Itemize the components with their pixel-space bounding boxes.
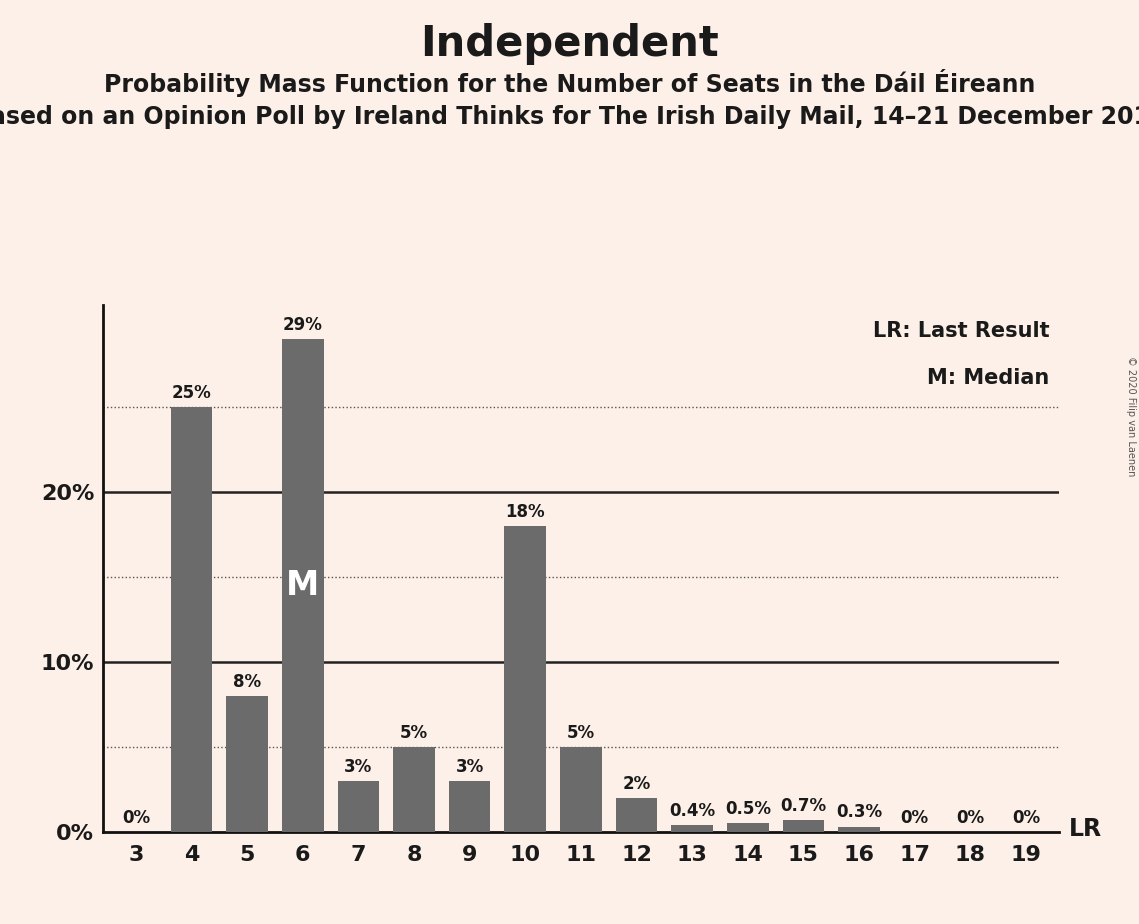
Text: 5%: 5% [400, 723, 428, 742]
Text: 18%: 18% [506, 503, 546, 521]
Bar [393, 747, 435, 832]
Text: 5%: 5% [567, 723, 595, 742]
Bar [782, 820, 825, 832]
Text: 0%: 0% [122, 808, 150, 826]
Bar [449, 781, 491, 832]
Text: M: Median: M: Median [927, 368, 1050, 388]
Text: 25%: 25% [172, 383, 212, 402]
Bar [227, 696, 268, 832]
Text: Probability Mass Function for the Number of Seats in the Dáil Éireann: Probability Mass Function for the Number… [104, 69, 1035, 97]
Text: 8%: 8% [233, 673, 261, 690]
Text: 0.4%: 0.4% [669, 802, 715, 820]
Bar [838, 826, 879, 832]
Text: 0.7%: 0.7% [780, 796, 827, 815]
Text: 2%: 2% [622, 774, 650, 793]
Text: 3%: 3% [344, 758, 372, 775]
Text: 0.5%: 0.5% [724, 800, 771, 818]
Text: LR: LR [1068, 817, 1101, 841]
Text: 0.3%: 0.3% [836, 803, 882, 821]
Bar [505, 526, 546, 832]
Text: 0%: 0% [1011, 808, 1040, 826]
Bar [171, 407, 212, 832]
Text: 0%: 0% [901, 808, 928, 826]
Bar [616, 797, 657, 832]
Bar [727, 823, 769, 832]
Text: 0%: 0% [957, 808, 984, 826]
Bar [337, 781, 379, 832]
Text: 3%: 3% [456, 758, 484, 775]
Text: LR: Last Result: LR: Last Result [874, 321, 1050, 341]
Text: M: M [286, 569, 319, 602]
Text: Based on an Opinion Poll by Ireland Thinks for The Irish Daily Mail, 14–21 Decem: Based on an Opinion Poll by Ireland Thin… [0, 105, 1139, 129]
Text: Independent: Independent [420, 23, 719, 65]
Bar [560, 747, 601, 832]
Text: 29%: 29% [282, 316, 322, 334]
Bar [671, 825, 713, 832]
Bar [281, 339, 323, 832]
Text: © 2020 Filip van Laenen: © 2020 Filip van Laenen [1126, 356, 1136, 476]
